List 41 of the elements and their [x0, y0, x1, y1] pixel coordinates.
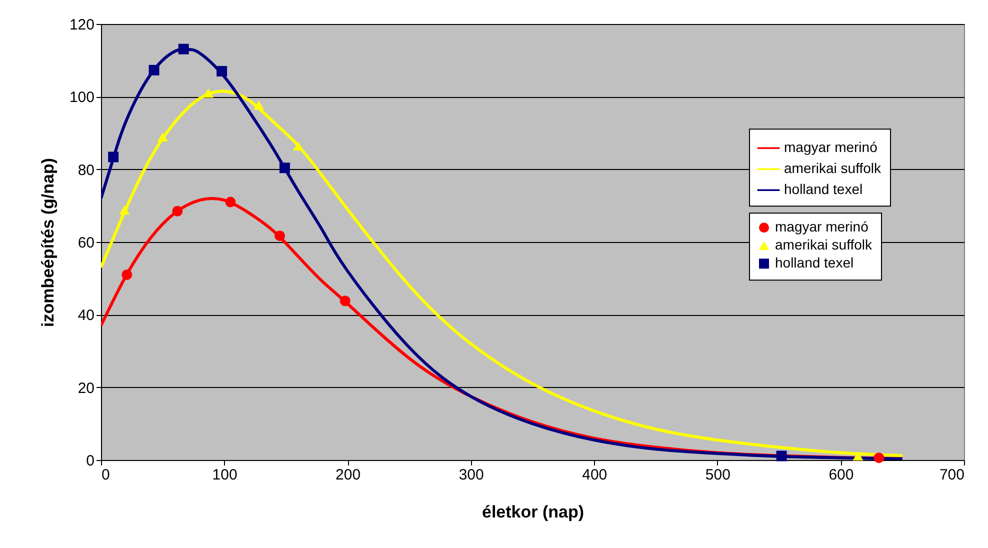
legend-label: magyar merinó	[784, 139, 878, 156]
y-axis-title: izombeépítés (g/nap)	[38, 158, 58, 328]
point	[122, 269, 132, 280]
point	[776, 450, 787, 462]
x-tick-label: 300	[458, 466, 484, 484]
y-tick-label: 0	[86, 452, 94, 470]
y-tick-label: 120	[69, 16, 94, 34]
x-tick-label: 600	[828, 466, 854, 484]
point	[225, 196, 236, 208]
point	[874, 452, 884, 464]
point	[178, 44, 189, 54]
point	[108, 152, 119, 162]
y-tick-label: 100	[69, 89, 94, 106]
x-tick-label: 400	[582, 466, 608, 484]
legend-label: holland texel	[784, 181, 863, 198]
point	[274, 230, 286, 242]
legend-label: magyar merinó	[775, 218, 869, 235]
x-tick-label: 0	[102, 466, 110, 484]
point	[852, 451, 864, 461]
x-tick-label: 500	[705, 466, 730, 484]
x-tick-label: 700	[939, 466, 964, 484]
y-tick-label: 40	[78, 307, 94, 324]
point	[293, 142, 304, 151]
point	[216, 66, 228, 76]
legend-label: holland texel	[775, 254, 854, 271]
point	[279, 162, 290, 174]
point	[157, 132, 168, 142]
point	[340, 296, 350, 306]
y-tick-label: 80	[78, 162, 94, 179]
y-tick-label: 60	[78, 234, 94, 252]
point	[119, 205, 130, 215]
legend-label: amerikai suffolk	[775, 236, 873, 253]
y-tick-label: 20	[78, 380, 94, 397]
point	[203, 88, 214, 98]
point	[172, 206, 183, 216]
x-tick-label: 200	[336, 466, 361, 484]
x-tick-label: 100	[212, 466, 238, 484]
x-axis-title: életkor (nap)	[482, 502, 584, 522]
legend-label: amerikai suffolk	[784, 160, 882, 176]
point	[254, 100, 264, 110]
point	[148, 64, 160, 76]
